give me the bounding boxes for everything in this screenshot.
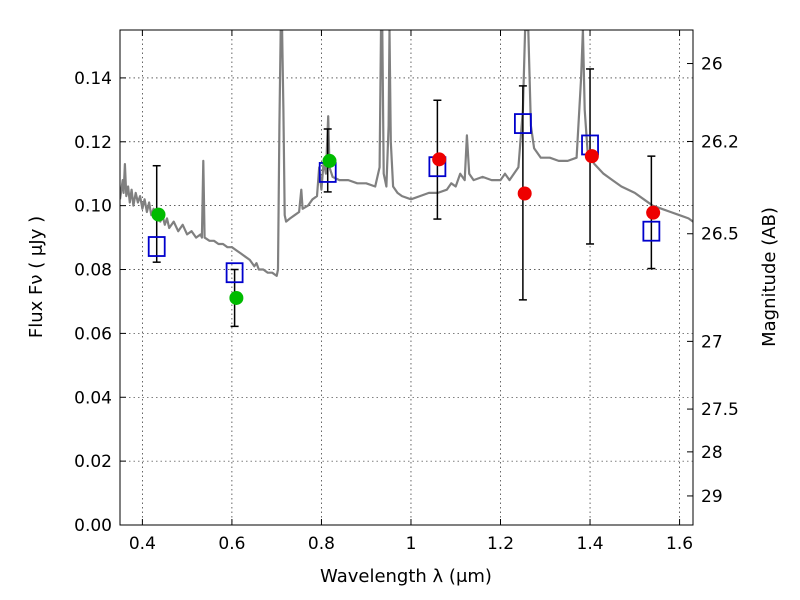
x-tick-label: 0.4 [129,534,156,554]
model-flux-square [147,236,166,257]
data-layer [120,30,693,277]
x-tick-label: 0.8 [308,534,335,554]
y-tick-label: 0.10 [74,197,112,217]
mag-tick-label: 29 [701,487,723,507]
mag-tick-label: 26.5 [701,225,739,245]
sed-model-line [120,30,693,277]
observed-flux-point [151,207,166,222]
y-tick-label: 0.06 [74,324,112,344]
y-tick-label: 0.08 [74,261,112,281]
model-flux-square [642,220,661,242]
observed-flux-point [432,152,447,167]
y-tick-label: 0.14 [74,69,112,89]
tick-layer: 0.4 0.6 0.8 1 1.2 1.4 1.6 0.00 0.02 0.04 0.06 0.08 0… [74,30,739,554]
x-tick-label: 1.4 [577,534,604,554]
observed-flux-point [584,149,599,164]
y-tick-label: 0.12 [74,133,112,153]
mag-tick-label: 28 [701,443,723,463]
observed-flux-point [229,290,244,305]
mag-tick-label: 26.2 [701,132,739,152]
mag-tick-label: 27.5 [701,400,739,420]
mag-tick-label: 27 [701,332,723,352]
observed-flux-point [517,186,532,201]
x-tick-label: 1 [406,534,417,554]
mag-tick-label: 26 [701,55,723,75]
x-tick-label: 1.2 [487,534,514,554]
observed-flux-point [322,153,337,168]
marker-layer [147,68,661,328]
y-tick-label: 0.00 [74,516,112,536]
model-flux-square [225,262,244,284]
model-flux-square [513,113,532,134]
x-tick-label: 0.6 [218,534,245,554]
x-tick-label: 1.6 [666,534,693,554]
x-axis-label: Wavelength λ (μm) [320,566,492,587]
plot-frame [119,29,694,526]
observed-flux-point [646,205,661,220]
plot-background [120,30,693,525]
y-tick-label: 0.04 [74,388,112,408]
y-tick-label: 0.02 [74,452,112,472]
y-axis-label: Flux Fν ( μJy ) [26,216,47,338]
y2-axis-label: Magnitude (AB) [759,207,780,347]
